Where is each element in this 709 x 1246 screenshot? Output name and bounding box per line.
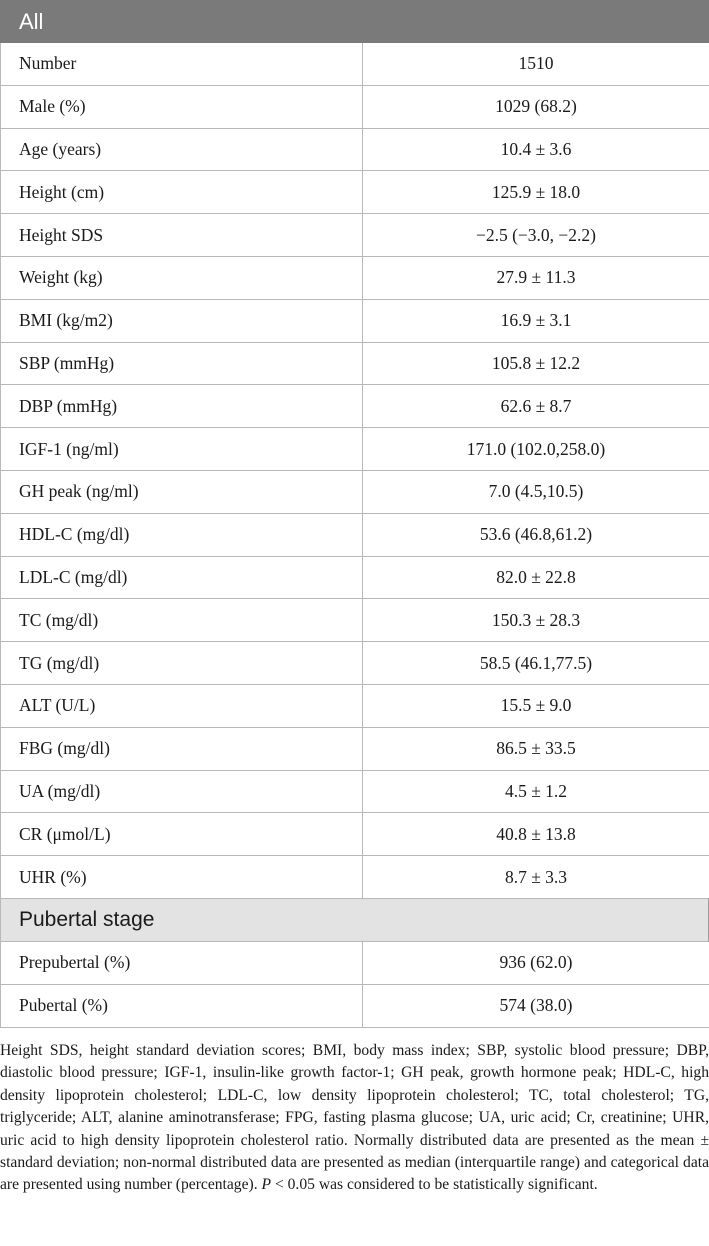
row-value: 27.9 ± 11.3 bbox=[362, 255, 709, 300]
table-row: Height (cm) 125.9 ± 18.0 bbox=[0, 170, 709, 215]
row-label: SBP (mmHg) bbox=[0, 341, 363, 386]
row-label: Age (years) bbox=[0, 127, 363, 172]
table-row: Number 1510 bbox=[0, 42, 709, 86]
table-row: TC (mg/dl) 150.3 ± 28.3 bbox=[0, 598, 709, 643]
row-label: Height SDS bbox=[0, 213, 363, 257]
pubertal-section: Pubertal stage bbox=[0, 897, 709, 942]
row-label: GH peak (ng/ml) bbox=[0, 469, 363, 514]
row-label: IGF-1 (ng/ml) bbox=[0, 427, 363, 471]
row-value: 574 (38.0) bbox=[362, 983, 709, 1028]
row-value: 53.6 (46.8,61.2) bbox=[362, 512, 709, 557]
row-label: Height (cm) bbox=[0, 170, 363, 215]
row-label: ALT (U/L) bbox=[0, 683, 363, 728]
header-all: All bbox=[0, 0, 363, 43]
row-value: 40.8 ± 13.8 bbox=[362, 812, 709, 857]
table-row: UHR (%) 8.7 ± 3.3 bbox=[0, 855, 709, 899]
section-header-row: Pubertal stage bbox=[0, 897, 709, 942]
table-row: GH peak (ng/ml) 7.0 (4.5,10.5) bbox=[0, 469, 709, 514]
header-value-column bbox=[362, 0, 709, 43]
row-value: 62.6 ± 8.7 bbox=[362, 384, 709, 429]
table-row: Age (years) 10.4 ± 3.6 bbox=[0, 127, 709, 172]
table-row: Male (%) 1029 (68.2) bbox=[0, 84, 709, 129]
table-row: CR (μmol/L) 40.8 ± 13.8 bbox=[0, 812, 709, 857]
table-header-row: All bbox=[0, 0, 709, 43]
table-row: SBP (mmHg) 105.8 ± 12.2 bbox=[0, 341, 709, 386]
row-value: 10.4 ± 3.6 bbox=[362, 127, 709, 172]
row-value: 58.5 (46.1,77.5) bbox=[362, 641, 709, 685]
row-value: 171.0 (102.0,258.0) bbox=[362, 427, 709, 471]
row-label: CR (μmol/L) bbox=[0, 812, 363, 857]
table-row: Height SDS −2.5 (−3.0, −2.2) bbox=[0, 213, 709, 257]
table-row: Weight (kg) 27.9 ± 11.3 bbox=[0, 255, 709, 300]
p-symbol: P bbox=[261, 1176, 272, 1194]
table-row: TG (mg/dl) 58.5 (46.1,77.5) bbox=[0, 641, 709, 685]
p-text: < 0.05 was considered to be statisticall… bbox=[271, 1176, 598, 1194]
table-row: LDL-C (mg/dl) 82.0 ± 22.8 bbox=[0, 555, 709, 600]
table-row: ALT (U/L) 15.5 ± 9.0 bbox=[0, 683, 709, 728]
table-row: IGF-1 (ng/ml) 171.0 (102.0,258.0) bbox=[0, 427, 709, 471]
table-row: BMI (kg/m2) 16.9 ± 3.1 bbox=[0, 298, 709, 343]
row-value: 1029 (68.2) bbox=[362, 84, 709, 129]
table-row: DBP (mmHg) 62.6 ± 8.7 bbox=[0, 384, 709, 429]
row-value: 7.0 (4.5,10.5) bbox=[362, 469, 709, 514]
table-row: UA (mg/dl) 4.5 ± 1.2 bbox=[0, 769, 709, 814]
characteristics-table: All Number 1510 Male (%) 1029 (68.2) Age (ye… bbox=[0, 0, 709, 1028]
row-value: 1510 bbox=[362, 42, 709, 86]
row-label: FBG (mg/dl) bbox=[0, 726, 363, 771]
row-label: Prepubertal (%) bbox=[0, 940, 363, 985]
row-value: 86.5 ± 33.5 bbox=[362, 726, 709, 771]
row-value: 82.0 ± 22.8 bbox=[362, 555, 709, 600]
section-title: Pubertal stage bbox=[0, 897, 709, 942]
row-label: Pubertal (%) bbox=[0, 983, 363, 1028]
section-body: Prepubertal (%) 936 (62.0) Pubertal (%) 574… bbox=[0, 940, 709, 1028]
row-value: 125.9 ± 18.0 bbox=[362, 170, 709, 215]
table-row: HDL-C (mg/dl) 53.6 (46.8,61.2) bbox=[0, 512, 709, 557]
row-label: UHR (%) bbox=[0, 855, 363, 899]
row-value: 16.9 ± 3.1 bbox=[362, 298, 709, 343]
row-value: 4.5 ± 1.2 bbox=[362, 769, 709, 814]
row-label: TC (mg/dl) bbox=[0, 598, 363, 643]
row-value: −2.5 (−3.0, −2.2) bbox=[362, 213, 709, 257]
row-value: 936 (62.0) bbox=[362, 940, 709, 985]
row-label: TG (mg/dl) bbox=[0, 641, 363, 685]
row-label: Weight (kg) bbox=[0, 255, 363, 300]
table-row: FBG (mg/dl) 86.5 ± 33.5 bbox=[0, 726, 709, 771]
table-row: Pubertal (%) 574 (38.0) bbox=[0, 983, 709, 1028]
footnote-text: Height SDS, height standard deviation sc… bbox=[0, 1042, 709, 1194]
row-label: HDL-C (mg/dl) bbox=[0, 512, 363, 557]
row-value: 15.5 ± 9.0 bbox=[362, 683, 709, 728]
row-label: BMI (kg/m2) bbox=[0, 298, 363, 343]
row-label: UA (mg/dl) bbox=[0, 769, 363, 814]
row-value: 8.7 ± 3.3 bbox=[362, 855, 709, 899]
row-value: 105.8 ± 12.2 bbox=[362, 341, 709, 386]
row-label: DBP (mmHg) bbox=[0, 384, 363, 429]
table-footnote: Height SDS, height standard deviation sc… bbox=[0, 1040, 709, 1197]
table-row: Prepubertal (%) 936 (62.0) bbox=[0, 940, 709, 985]
row-label: Male (%) bbox=[0, 84, 363, 129]
table-body: Number 1510 Male (%) 1029 (68.2) Age (years)… bbox=[0, 42, 709, 899]
row-value: 150.3 ± 28.3 bbox=[362, 598, 709, 643]
row-label: Number bbox=[0, 42, 363, 86]
row-label: LDL-C (mg/dl) bbox=[0, 555, 363, 600]
